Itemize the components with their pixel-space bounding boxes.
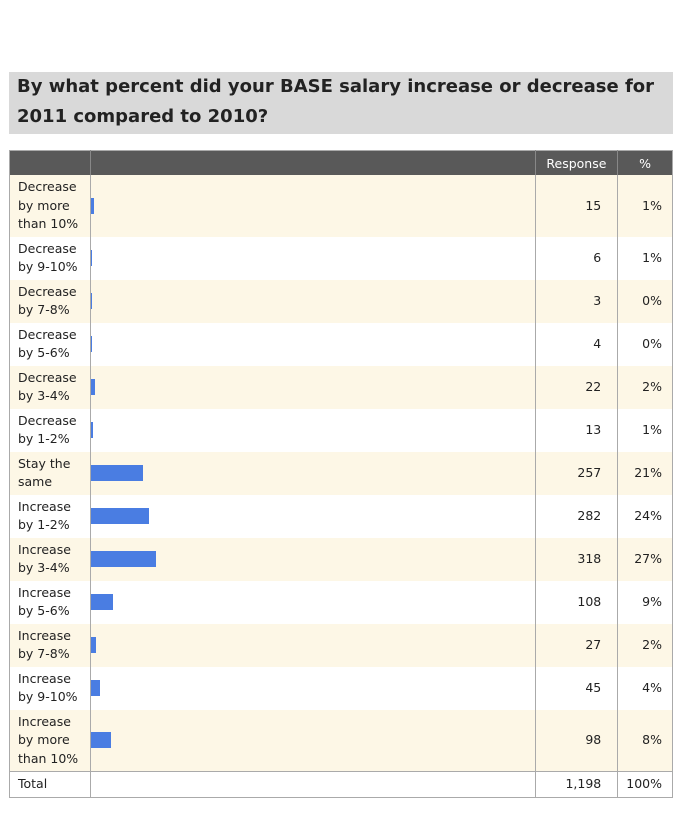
row-label: Increase by 3-4% <box>9 537 91 581</box>
bar-cell <box>90 580 536 624</box>
response-percent: 1% <box>642 249 662 265</box>
response-percent: 9% <box>642 593 662 609</box>
table-row: Increase by 1-2% 282 24% <box>9 494 673 538</box>
table-row: Stay the same 257 21% <box>9 451 673 495</box>
row-label: Decrease by 1-2% <box>9 408 91 452</box>
row-label: Increase by 1-2% <box>9 494 91 538</box>
response-count: 3 <box>535 279 619 323</box>
response-count: 257 <box>535 451 619 495</box>
response-percent: 0% <box>617 279 673 323</box>
row-label: Increase by 7-8% <box>9 623 91 667</box>
response-percent: 1% <box>642 421 662 437</box>
bar-cell <box>90 408 536 452</box>
row-label: Decrease by 3-4% <box>9 365 91 409</box>
bar-cell <box>90 537 536 581</box>
response-count: 318 <box>535 537 619 581</box>
bar-cell <box>90 236 536 280</box>
response-percent: 24% <box>634 507 662 523</box>
row-label: Decrease by 9-10% <box>9 236 91 280</box>
table-row: Decrease by 3-4% 22 2% <box>9 365 673 409</box>
response-percent: 21% <box>617 451 673 495</box>
table-row: Increase by 5-6% 108 9% <box>9 580 673 624</box>
response-percent: 8% <box>617 709 673 772</box>
question-title: By what percent did your BASE salary inc… <box>9 72 673 134</box>
response-count: 22 <box>535 365 619 409</box>
column-header: Response <box>534 150 618 175</box>
header-cell <box>89 150 536 175</box>
bar <box>90 197 94 214</box>
bar <box>90 637 97 653</box>
bar <box>90 594 113 610</box>
header-row: Response % <box>9 150 673 175</box>
total-label: Total <box>9 771 91 797</box>
response-count: 108 <box>535 580 619 624</box>
row-label: Increase by 9-10% <box>9 666 91 710</box>
bar-cell <box>90 709 536 772</box>
response-count: 282 <box>535 494 619 538</box>
bar <box>90 336 92 352</box>
table-row: Decrease by 5-6% 4 0% <box>9 322 673 366</box>
response-percent: 27% <box>617 537 673 581</box>
response-count: 13 <box>535 408 619 452</box>
response-count: 4 <box>535 322 619 366</box>
results-table: Response % Decrease by more than 10% 15 1%… <box>9 150 673 798</box>
bar <box>90 551 156 567</box>
bar-cell <box>90 365 536 409</box>
response-count: 6 <box>535 236 619 280</box>
bar <box>90 422 94 438</box>
table-row: Decrease by 9-10% 6 1% <box>9 236 673 280</box>
bar-cell <box>90 322 536 366</box>
row-label: Stay the same <box>9 451 91 495</box>
response-percent: 1% <box>617 175 673 237</box>
bar-cell <box>90 771 536 797</box>
response-percent: 2% <box>617 623 673 667</box>
bar-cell <box>90 623 536 667</box>
bar <box>90 508 149 524</box>
bar <box>90 379 96 395</box>
response-percent: 2% <box>617 365 673 409</box>
row-label: Decrease by 7-8% <box>9 279 91 323</box>
bar <box>90 465 144 481</box>
response-count: 15 <box>535 175 619 237</box>
header-cell <box>9 150 91 175</box>
table-row: Increase by more than 10% 98 8% <box>9 709 673 772</box>
table-body: Decrease by more than 10% 15 1% Decrease by… <box>9 175 673 797</box>
bar <box>90 680 101 696</box>
table-row: Increase by 9-10% 45 4% <box>9 666 673 710</box>
column-header: % <box>617 150 673 175</box>
response-count: 27 <box>535 623 619 667</box>
bar-cell <box>90 279 536 323</box>
total-count: 1,198 <box>535 771 619 797</box>
table-row: Decrease by more than 10% 15 1% <box>9 175 673 237</box>
row-label: Increase by more than 10% <box>9 709 91 772</box>
row-label: Decrease by 5-6% <box>9 322 91 366</box>
bar <box>90 250 93 266</box>
bar-cell <box>90 666 536 710</box>
response-percent: 4% <box>642 679 662 695</box>
table-row: Increase by 7-8% 27 2% <box>9 623 673 667</box>
response-count: 45 <box>535 666 619 710</box>
table-row: Increase by 3-4% 318 27% <box>9 537 673 581</box>
response-percent: 0% <box>642 335 662 351</box>
response-count: 98 <box>535 709 619 772</box>
bar-cell <box>90 451 536 495</box>
bar <box>90 732 111 749</box>
bar-cell <box>90 494 536 538</box>
table-row: Decrease by 1-2% 13 1% <box>9 408 673 452</box>
total-percent: 100% <box>617 771 673 797</box>
row-label: Increase by 5-6% <box>9 580 91 624</box>
bar <box>90 293 92 309</box>
total-row: Total 1,198 100% <box>9 771 673 797</box>
row-label: Decrease by more than 10% <box>9 175 91 237</box>
table-row: Decrease by 7-8% 3 0% <box>9 279 673 323</box>
bar-cell <box>90 175 536 237</box>
